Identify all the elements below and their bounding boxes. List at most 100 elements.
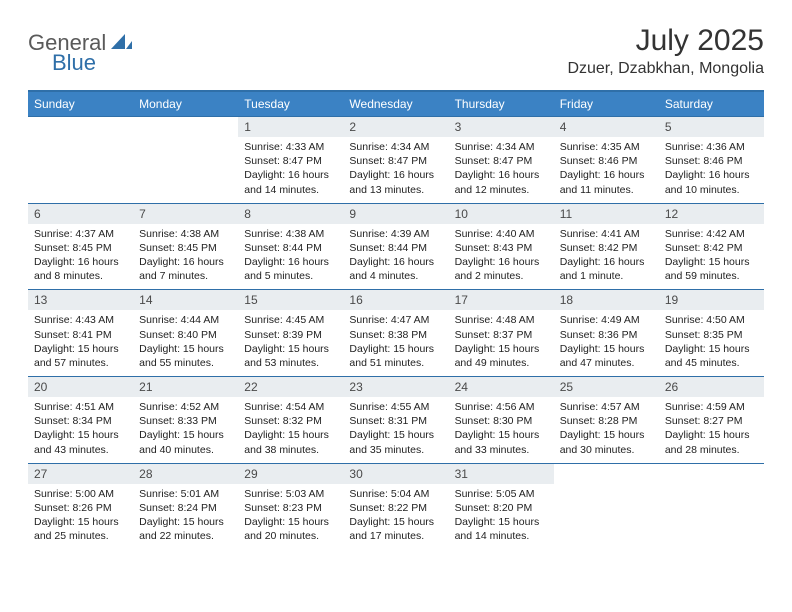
sunrise-text: Sunrise: 4:34 AM — [349, 140, 442, 154]
day-cell: 26Sunrise: 4:59 AMSunset: 8:27 PMDayligh… — [659, 376, 764, 463]
day-cell — [554, 463, 659, 550]
day-content: Sunrise: 4:50 AMSunset: 8:35 PMDaylight:… — [659, 310, 764, 376]
page-subtitle: Dzuer, Dzabkhan, Mongolia — [567, 60, 764, 78]
day-number: 25 — [554, 376, 659, 397]
day-cell: 15Sunrise: 4:45 AMSunset: 8:39 PMDayligh… — [238, 289, 343, 376]
sunset-text: Sunset: 8:41 PM — [34, 328, 127, 342]
sunrise-text: Sunrise: 4:39 AM — [349, 227, 442, 241]
daylight-text: Daylight: 15 hours and 40 minutes. — [139, 428, 232, 456]
daylight-text: Daylight: 15 hours and 53 minutes. — [244, 342, 337, 370]
sunrise-text: Sunrise: 4:34 AM — [455, 140, 548, 154]
calendar-page: General Blue July 2025 Dzuer, Dzabkhan, … — [0, 0, 792, 573]
sunset-text: Sunset: 8:38 PM — [349, 328, 442, 342]
day-number — [554, 463, 659, 470]
daylight-text: Daylight: 15 hours and 47 minutes. — [560, 342, 653, 370]
day-content: Sunrise: 5:00 AMSunset: 8:26 PMDaylight:… — [28, 484, 133, 550]
day-content: Sunrise: 4:59 AMSunset: 8:27 PMDaylight:… — [659, 397, 764, 463]
sunset-text: Sunset: 8:43 PM — [455, 241, 548, 255]
day-content: Sunrise: 4:47 AMSunset: 8:38 PMDaylight:… — [343, 310, 448, 376]
day-cell: 18Sunrise: 4:49 AMSunset: 8:36 PMDayligh… — [554, 289, 659, 376]
daylight-text: Daylight: 15 hours and 35 minutes. — [349, 428, 442, 456]
day-content: Sunrise: 4:49 AMSunset: 8:36 PMDaylight:… — [554, 310, 659, 376]
daylight-text: Daylight: 15 hours and 55 minutes. — [139, 342, 232, 370]
day-number: 21 — [133, 376, 238, 397]
week-row: 1Sunrise: 4:33 AMSunset: 8:47 PMDaylight… — [28, 116, 764, 203]
daylight-text: Daylight: 16 hours and 7 minutes. — [139, 255, 232, 283]
daylight-text: Daylight: 15 hours and 59 minutes. — [665, 255, 758, 283]
day-number — [28, 116, 133, 123]
sunset-text: Sunset: 8:44 PM — [244, 241, 337, 255]
sunset-text: Sunset: 8:35 PM — [665, 328, 758, 342]
day-number: 1 — [238, 116, 343, 137]
day-cell: 19Sunrise: 4:50 AMSunset: 8:35 PMDayligh… — [659, 289, 764, 376]
daylight-text: Daylight: 16 hours and 5 minutes. — [244, 255, 337, 283]
sunrise-text: Sunrise: 4:52 AM — [139, 400, 232, 414]
daylight-text: Daylight: 15 hours and 20 minutes. — [244, 515, 337, 543]
daylight-text: Daylight: 15 hours and 25 minutes. — [34, 515, 127, 543]
sunrise-text: Sunrise: 4:54 AM — [244, 400, 337, 414]
day-content: Sunrise: 4:38 AMSunset: 8:44 PMDaylight:… — [238, 224, 343, 290]
sunrise-text: Sunrise: 4:38 AM — [244, 227, 337, 241]
day-cell — [133, 116, 238, 203]
weekday-header: Wednesday — [343, 91, 448, 116]
day-cell: 20Sunrise: 4:51 AMSunset: 8:34 PMDayligh… — [28, 376, 133, 463]
sunset-text: Sunset: 8:42 PM — [560, 241, 653, 255]
brand-logo: General Blue — [28, 30, 135, 56]
weekday-header: Saturday — [659, 91, 764, 116]
sunrise-text: Sunrise: 4:35 AM — [560, 140, 653, 154]
sunset-text: Sunset: 8:42 PM — [665, 241, 758, 255]
daylight-text: Daylight: 16 hours and 8 minutes. — [34, 255, 127, 283]
weekday-header: Friday — [554, 91, 659, 116]
day-content: Sunrise: 4:39 AMSunset: 8:44 PMDaylight:… — [343, 224, 448, 290]
day-content: Sunrise: 4:40 AMSunset: 8:43 PMDaylight:… — [449, 224, 554, 290]
daylight-text: Daylight: 16 hours and 14 minutes. — [244, 168, 337, 196]
day-number: 4 — [554, 116, 659, 137]
daylight-text: Daylight: 15 hours and 49 minutes. — [455, 342, 548, 370]
day-content: Sunrise: 5:05 AMSunset: 8:20 PMDaylight:… — [449, 484, 554, 550]
day-content: Sunrise: 4:57 AMSunset: 8:28 PMDaylight:… — [554, 397, 659, 463]
day-number: 5 — [659, 116, 764, 137]
sunrise-text: Sunrise: 4:47 AM — [349, 313, 442, 327]
daylight-text: Daylight: 15 hours and 38 minutes. — [244, 428, 337, 456]
sunset-text: Sunset: 8:45 PM — [34, 241, 127, 255]
weekday-header: Monday — [133, 91, 238, 116]
weekday-header: Thursday — [449, 91, 554, 116]
sunset-text: Sunset: 8:47 PM — [349, 154, 442, 168]
daylight-text: Daylight: 15 hours and 22 minutes. — [139, 515, 232, 543]
day-number: 12 — [659, 203, 764, 224]
day-number: 9 — [343, 203, 448, 224]
day-content: Sunrise: 4:35 AMSunset: 8:46 PMDaylight:… — [554, 137, 659, 203]
day-content: Sunrise: 4:48 AMSunset: 8:37 PMDaylight:… — [449, 310, 554, 376]
sunset-text: Sunset: 8:28 PM — [560, 414, 653, 428]
sunset-text: Sunset: 8:26 PM — [34, 501, 127, 515]
day-cell: 31Sunrise: 5:05 AMSunset: 8:20 PMDayligh… — [449, 463, 554, 550]
sunset-text: Sunset: 8:47 PM — [244, 154, 337, 168]
sunrise-text: Sunrise: 4:36 AM — [665, 140, 758, 154]
day-number: 29 — [238, 463, 343, 484]
sunrise-text: Sunrise: 4:44 AM — [139, 313, 232, 327]
day-cell: 6Sunrise: 4:37 AMSunset: 8:45 PMDaylight… — [28, 203, 133, 290]
day-cell: 13Sunrise: 4:43 AMSunset: 8:41 PMDayligh… — [28, 289, 133, 376]
daylight-text: Daylight: 15 hours and 51 minutes. — [349, 342, 442, 370]
day-cell: 27Sunrise: 5:00 AMSunset: 8:26 PMDayligh… — [28, 463, 133, 550]
day-content: Sunrise: 4:33 AMSunset: 8:47 PMDaylight:… — [238, 137, 343, 203]
daylight-text: Daylight: 15 hours and 28 minutes. — [665, 428, 758, 456]
sunrise-text: Sunrise: 4:57 AM — [560, 400, 653, 414]
day-content: Sunrise: 4:34 AMSunset: 8:47 PMDaylight:… — [449, 137, 554, 203]
day-number: 14 — [133, 289, 238, 310]
daylight-text: Daylight: 15 hours and 57 minutes. — [34, 342, 127, 370]
sunset-text: Sunset: 8:33 PM — [139, 414, 232, 428]
day-cell: 22Sunrise: 4:54 AMSunset: 8:32 PMDayligh… — [238, 376, 343, 463]
day-number: 13 — [28, 289, 133, 310]
day-content: Sunrise: 5:03 AMSunset: 8:23 PMDaylight:… — [238, 484, 343, 550]
day-cell: 17Sunrise: 4:48 AMSunset: 8:37 PMDayligh… — [449, 289, 554, 376]
daylight-text: Daylight: 15 hours and 14 minutes. — [455, 515, 548, 543]
day-number: 3 — [449, 116, 554, 137]
weekday-header: Sunday — [28, 91, 133, 116]
day-content: Sunrise: 4:52 AMSunset: 8:33 PMDaylight:… — [133, 397, 238, 463]
day-content: Sunrise: 4:51 AMSunset: 8:34 PMDaylight:… — [28, 397, 133, 463]
day-cell — [659, 463, 764, 550]
day-cell: 12Sunrise: 4:42 AMSunset: 8:42 PMDayligh… — [659, 203, 764, 290]
week-row: 6Sunrise: 4:37 AMSunset: 8:45 PMDaylight… — [28, 203, 764, 290]
sunset-text: Sunset: 8:30 PM — [455, 414, 548, 428]
